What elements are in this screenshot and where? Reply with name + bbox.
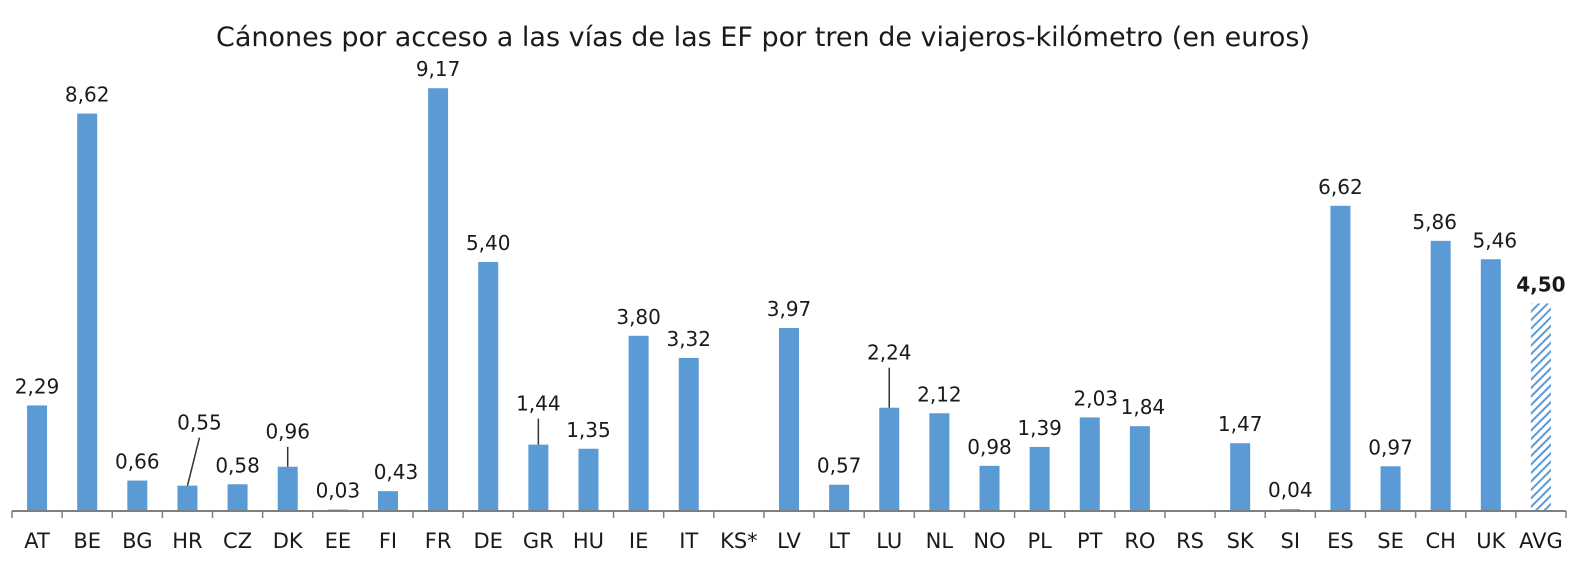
chart-title: Cánones por acceso a las vías de las EF … (216, 22, 1310, 53)
bar (27, 405, 48, 511)
category-label: BG (122, 529, 152, 553)
bar (528, 444, 549, 511)
category-label: DE (473, 529, 502, 553)
category-label: SE (1377, 529, 1404, 553)
data-label: 8,62 (65, 83, 110, 107)
data-label: 0,04 (1268, 478, 1313, 502)
category-label: FI (379, 529, 397, 553)
category-label: IT (679, 529, 698, 553)
category-label: HU (573, 529, 604, 553)
bar (428, 88, 449, 512)
data-label: 2,24 (867, 341, 912, 365)
data-label: 3,32 (666, 327, 711, 351)
data-label: 0,98 (967, 435, 1012, 459)
data-label: 3,80 (616, 305, 661, 329)
bar (377, 491, 398, 511)
category-label: LU (876, 529, 902, 553)
data-label: 1,39 (1017, 416, 1062, 440)
bar (879, 407, 900, 511)
data-label: 0,55 (177, 411, 222, 435)
data-label: 1,84 (1121, 395, 1166, 419)
category-label: AT (24, 529, 50, 553)
bar (127, 480, 148, 511)
data-label: 5,40 (466, 231, 511, 255)
bar (1330, 205, 1351, 512)
category-label: ES (1327, 529, 1354, 553)
bar (1129, 426, 1150, 511)
category-label: NO (973, 529, 1005, 553)
data-label-average: 4,50 (1516, 273, 1565, 297)
data-label: 5,46 (1473, 228, 1518, 252)
data-label: 1,47 (1218, 412, 1263, 436)
category-labels: AT BE BG HR CZ DK EE FI FR DE GR HU IE IT KS* LV LT LU NL N… (24, 529, 1562, 553)
bar (478, 262, 499, 511)
category-label: GR (523, 529, 554, 553)
data-label: 2,03 (1074, 386, 1119, 410)
category-label: KS* (720, 529, 758, 553)
x-axis-ticks (11, 511, 1567, 518)
data-label: 9,17 (416, 57, 461, 81)
category-label: IE (629, 529, 648, 553)
category-label: LV (777, 529, 801, 553)
data-label: 6,62 (1318, 175, 1363, 199)
data-label: 2,12 (917, 382, 962, 406)
data-labels: 2,29 8,62 0,66 0,55 0,580,96 0,03 0,43 9,17 5,40… (15, 57, 1566, 502)
bar (829, 484, 850, 511)
bar (979, 465, 1000, 511)
bar (1230, 443, 1251, 511)
category-label: CH (1425, 529, 1455, 553)
category-label: UK (1476, 529, 1506, 553)
data-label: 5,86 (1412, 210, 1457, 234)
data-label: 0,66 (115, 450, 160, 474)
data-label: 0,97 (1368, 435, 1413, 459)
bar (578, 448, 599, 511)
category-label: AVG (1519, 529, 1563, 553)
bar (1079, 417, 1100, 511)
category-label: BE (73, 529, 101, 553)
bar (1430, 240, 1451, 511)
bar (1029, 446, 1050, 511)
category-label: PT (1077, 529, 1103, 553)
bars-group (27, 88, 1551, 512)
bar (177, 485, 198, 511)
data-label: 0,96 (265, 420, 310, 444)
data-label: 1,44 (516, 392, 561, 416)
label-leader-line (186, 437, 201, 486)
bar (1480, 259, 1501, 511)
bar (77, 113, 98, 511)
data-label: 0,58 (215, 453, 260, 477)
category-label: HR (172, 529, 202, 553)
data-label: 3,97 (767, 297, 812, 321)
bar (227, 484, 248, 511)
category-label: SK (1227, 529, 1255, 553)
bar (628, 335, 649, 511)
category-label: RS (1176, 529, 1204, 553)
bar (277, 466, 298, 511)
data-label: 0,03 (316, 479, 361, 503)
category-label: EE (325, 529, 352, 553)
data-label: 0,57 (817, 454, 862, 478)
category-label: PL (1027, 529, 1052, 553)
bar-average (1530, 303, 1551, 511)
data-label: 1,35 (566, 418, 611, 442)
category-label: FR (425, 529, 452, 553)
bar (779, 327, 799, 511)
bar (1380, 466, 1401, 511)
bar (929, 413, 950, 511)
data-label: 0,43 (374, 460, 419, 484)
bar (678, 357, 699, 511)
category-label: LT (828, 529, 850, 553)
category-label: NL (926, 529, 954, 553)
data-label: 2,29 (15, 374, 60, 398)
category-label: SI (1281, 529, 1301, 553)
category-label: RO (1124, 529, 1155, 553)
category-label: CZ (223, 529, 252, 553)
category-label: DK (273, 529, 304, 553)
